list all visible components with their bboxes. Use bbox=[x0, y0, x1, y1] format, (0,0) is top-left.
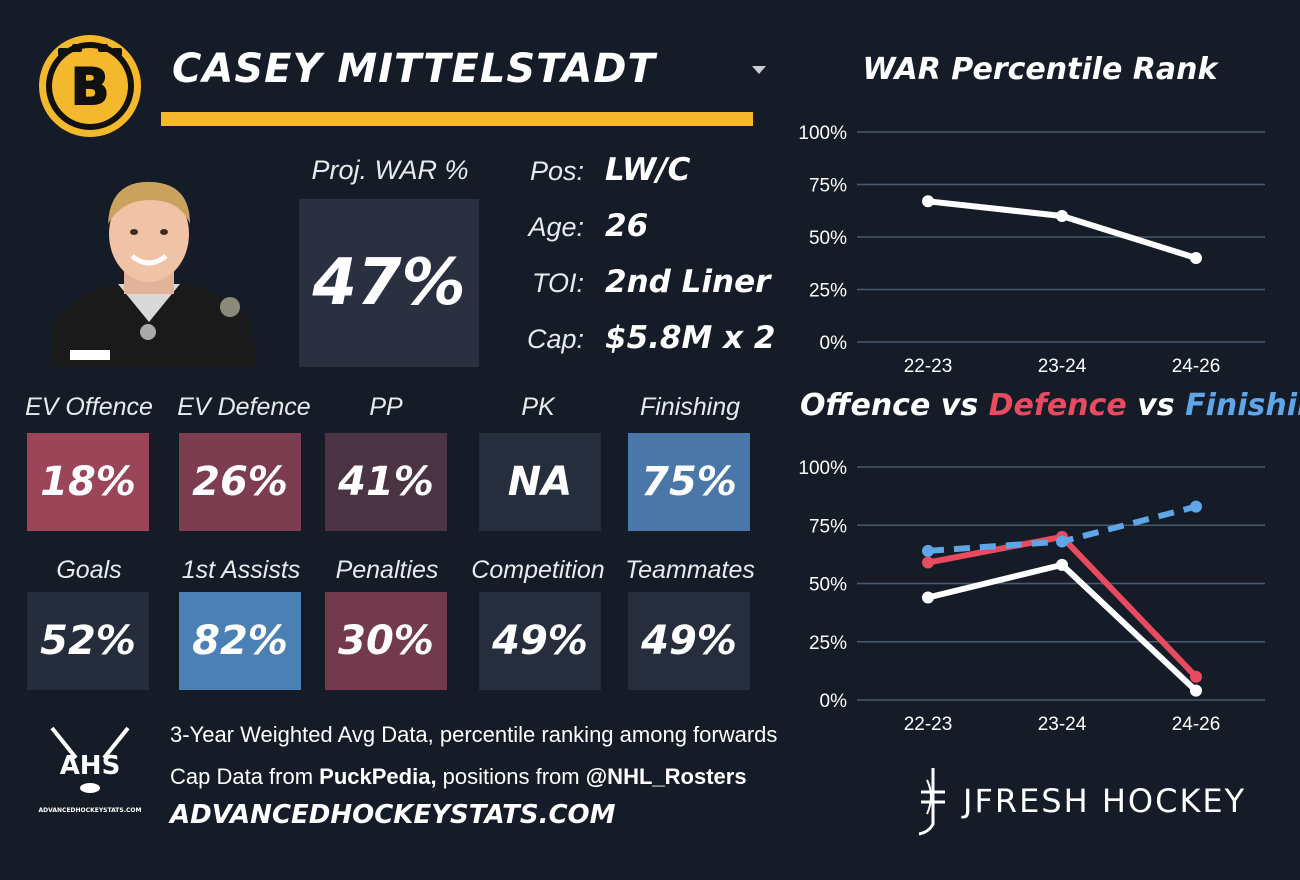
tile-ev-defence: 26% bbox=[179, 433, 301, 531]
chart2-ytick-label: 0% bbox=[820, 691, 848, 712]
puckpedia-link[interactable]: PuckPedia, bbox=[319, 764, 437, 789]
tile-label-first-assists: 1st Assists bbox=[181, 556, 301, 584]
bio-value-age: 26 bbox=[605, 208, 649, 244]
tile-finishing: 75% bbox=[628, 433, 750, 531]
chart2-title-vs2: vs bbox=[1126, 388, 1186, 423]
tile-label-penalties: Penalties bbox=[335, 556, 439, 584]
chart2-title: Offence vs Defence vs Finishing bbox=[800, 388, 1300, 423]
chart2-series-point bbox=[1190, 684, 1202, 697]
bio-label-position: Pos: bbox=[529, 156, 584, 186]
bio-value-cap: $5.8M x 2 bbox=[605, 320, 776, 356]
chart2-series-point bbox=[922, 556, 934, 569]
chart1-series-line bbox=[927, 198, 1197, 261]
chart1-series-point bbox=[922, 195, 934, 208]
jfresh-brand-text: JFRESH HOCKEY bbox=[961, 782, 1246, 820]
proj-war-value: 47% bbox=[299, 199, 479, 367]
player-headshot bbox=[50, 181, 256, 367]
name-underline-bar bbox=[161, 112, 753, 126]
nhl-rosters-handle[interactable]: @NHL_Rosters bbox=[585, 764, 747, 789]
chart2-ytick-label: 75% bbox=[809, 516, 847, 537]
chart1-ytick-label: 100% bbox=[798, 123, 847, 144]
team-logo: B bbox=[39, 35, 141, 137]
chart1-xtick-label: 24-26 bbox=[1172, 356, 1221, 377]
chart1-ytick-label: 25% bbox=[809, 281, 847, 302]
tile-label-finishing: Finishing bbox=[639, 393, 741, 421]
chart2-title-finishing: Finishing bbox=[1185, 388, 1300, 423]
chart2-ytick-label: 100% bbox=[798, 458, 847, 479]
chart1-series-point bbox=[1190, 252, 1202, 264]
ahs-logo-text: AHS bbox=[60, 751, 121, 781]
chart2-series-point bbox=[922, 591, 934, 604]
tile-label-ev-offence: EV Offence bbox=[25, 393, 153, 421]
chart2-series-point bbox=[1056, 535, 1068, 548]
chart1-xtick-label: 23-24 bbox=[1038, 356, 1087, 377]
chart2-xtick-label: 24-26 bbox=[1172, 714, 1221, 735]
player-name: CASEY MITTELSTADT bbox=[172, 46, 656, 92]
ahs-logo-subtext: ADVANCEDHOCKEYSTATS.COM bbox=[39, 807, 142, 814]
bio-label-age: Age: bbox=[528, 212, 584, 242]
tile-label-teammates: Teammates bbox=[625, 556, 755, 584]
chart2-title-vs1: vs bbox=[930, 388, 989, 423]
jfresh-hockey-logo: JFRESH HOCKEY bbox=[918, 768, 1246, 836]
player-select-dropdown-icon[interactable] bbox=[752, 66, 766, 74]
chart1-xtick-label: 22-23 bbox=[904, 356, 953, 377]
site-url[interactable]: ADVANCEDHOCKEYSTATS.COM bbox=[170, 800, 616, 830]
tile-label-pp: PP bbox=[369, 393, 403, 421]
chart1-ytick-label: 0% bbox=[820, 333, 848, 354]
chart1-title: WAR Percentile Rank bbox=[862, 52, 1218, 87]
tile-pk: NA bbox=[479, 433, 601, 531]
chart1-ytick-label: 75% bbox=[809, 176, 847, 197]
chart2-series-point bbox=[1056, 558, 1068, 571]
chart2-ytick-label: 25% bbox=[809, 633, 847, 654]
footer-note-data: 3-Year Weighted Avg Data, percentile ran… bbox=[170, 722, 778, 747]
war-percentile-chart: 100% 75% 50% 25% 0% 22-23 23-24 24-26 bbox=[798, 123, 1265, 377]
chart2-xtick-label: 22-23 bbox=[904, 714, 953, 735]
chart2-series-point bbox=[1190, 670, 1202, 683]
tile-pp: 41% bbox=[325, 433, 447, 531]
chart2-xtick-label: 23-24 bbox=[1038, 714, 1087, 735]
offence-defence-finishing-chart: 100% 75% 50% 25% 0% 22-23 23-24 24-26 bbox=[798, 458, 1265, 735]
footer-note-sources: Cap Data from PuckPedia, positions from … bbox=[170, 764, 747, 789]
tile-label-goals: Goals bbox=[56, 556, 122, 584]
ahs-logo: AHS ADVANCEDHOCKEYSTATS.COM bbox=[39, 726, 142, 814]
tile-label-competition: Competition bbox=[471, 556, 605, 584]
tile-label-ev-defence: EV Defence bbox=[177, 393, 311, 421]
chart2-ytick-label: 50% bbox=[809, 575, 847, 596]
tile-ev-offence: 18% bbox=[27, 433, 149, 531]
chart2-title-defence: Defence bbox=[988, 388, 1127, 423]
bio-label-toi: TOI: bbox=[531, 268, 584, 298]
tile-competition: 49% bbox=[479, 592, 601, 690]
chart2-series-point bbox=[922, 544, 934, 557]
chart2-series-point bbox=[1190, 500, 1202, 513]
chart1-ytick-label: 50% bbox=[809, 228, 847, 249]
tile-penalties: 30% bbox=[325, 592, 447, 690]
tile-teammates: 49% bbox=[628, 592, 750, 690]
proj-war-label: Proj. WAR % bbox=[311, 155, 469, 185]
bio-label-cap: Cap: bbox=[526, 324, 584, 354]
chart2-title-offence: Offence bbox=[800, 388, 931, 423]
bio-value-position: LW/C bbox=[605, 152, 691, 188]
chart1-series-point bbox=[1056, 210, 1068, 222]
tile-goals: 52% bbox=[27, 592, 149, 690]
logo-letter: B bbox=[71, 58, 109, 116]
bio-value-toi: 2nd Liner bbox=[605, 264, 771, 300]
tile-first-assists: 82% bbox=[179, 592, 301, 690]
tile-label-pk: PK bbox=[521, 393, 555, 421]
